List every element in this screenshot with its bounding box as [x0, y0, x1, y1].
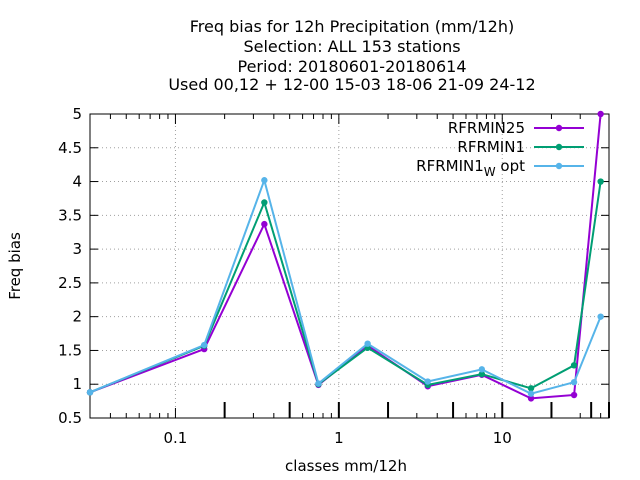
series-2-point	[424, 378, 431, 385]
y-axis-label: Freq bias	[6, 232, 24, 300]
series-2-point	[478, 366, 486, 373]
series-1-point	[527, 385, 535, 392]
y-tick-label: 3	[72, 240, 82, 258]
chart-title: Freq bias for 12h Precipitation (mm/12h)…	[168, 17, 535, 94]
legend-marker-0	[555, 124, 563, 132]
y-tick-label: 1.5	[58, 341, 82, 359]
series-0-point	[527, 395, 535, 402]
legend-marker-1	[555, 143, 563, 151]
series-1-line	[89, 181, 602, 394]
series-0-point	[570, 391, 578, 399]
series-0-point	[597, 110, 604, 118]
title-line-1: Freq bias for 12h Precipitation (mm/12h)	[190, 17, 515, 36]
series-2-point	[570, 378, 578, 386]
series-2-point	[201, 341, 208, 349]
y-tick-label: 0.5	[58, 409, 82, 427]
y-tick-label: 4.5	[58, 139, 82, 157]
series-layer	[86, 110, 604, 402]
legend-label-suffix: opt	[496, 157, 525, 175]
title-line-2: Selection: ALL 153 stations	[243, 37, 460, 56]
plot-frame	[89, 113, 610, 419]
y-tick-label: 5	[72, 105, 82, 123]
legend-label-0: RFRMIN25	[448, 119, 525, 137]
series-2-line	[89, 176, 602, 395]
x-tick-label: 0.1	[164, 429, 188, 447]
series-1-point	[261, 199, 268, 206]
series-1-point	[478, 370, 486, 378]
y-tick-label: 2	[72, 308, 82, 326]
y-tick-label: 2.5	[58, 274, 82, 292]
legend-label-2: RFRMIN1W opt	[416, 157, 525, 179]
series-1-point	[597, 178, 604, 185]
series-2-point	[86, 389, 94, 396]
legend-label-1: RFRMIN1	[457, 138, 525, 156]
series-2-point	[315, 380, 322, 387]
x-tick-label: 10	[493, 429, 512, 447]
series-2-point	[527, 390, 535, 397]
title-line-4: Used 00,12 + 12-00 15-03 18-06 21-09 24-…	[168, 75, 535, 94]
y-tick-label: 3.5	[58, 206, 82, 224]
x-axis-label: classes mm/12h	[285, 457, 407, 475]
y-tick-label: 1	[72, 375, 82, 393]
axes: 0.5 1 1.5 2 2.5 3 3.5 4 4.5 5 0.1 1 10	[58, 105, 610, 447]
series-2-point	[261, 177, 268, 184]
series-0-point	[261, 220, 268, 228]
grid	[90, 113, 609, 419]
y-tick-label: 4	[72, 173, 82, 191]
legend-marker-2	[555, 162, 563, 170]
series-1-point	[570, 362, 578, 369]
x-tick-label: 1	[334, 429, 344, 447]
series-2-point	[364, 340, 371, 347]
legend-label-main: RFRMIN1	[416, 157, 484, 175]
legend-label-subscript: W	[484, 165, 496, 179]
title-line-3: Period: 20180601-20180614	[237, 57, 466, 76]
series-2-point	[597, 313, 604, 320]
